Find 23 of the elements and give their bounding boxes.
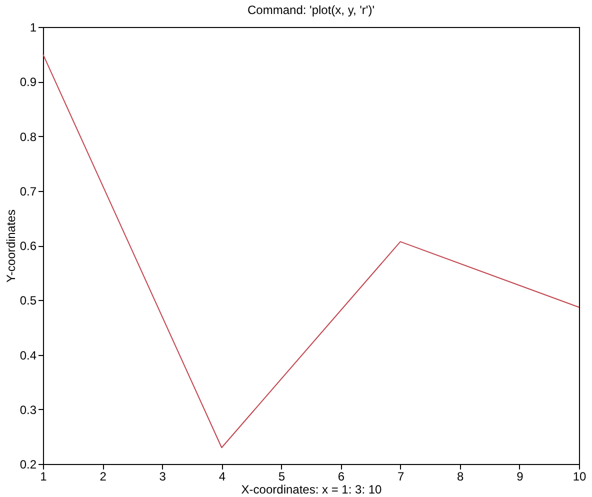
x-axis-title: X-coordinates: x = 1: 3: 10: [241, 482, 382, 496]
y-axis-title: Y-coordinates: [4, 210, 18, 282]
y-tick-label: 0.8: [20, 130, 37, 144]
y-tick-label: 0.2: [20, 458, 37, 472]
x-tick-label: 4: [218, 470, 226, 484]
x-tick-label: 8: [457, 470, 464, 484]
y-tick-label: 0.5: [20, 294, 37, 308]
chart-title: Command: 'plot(x, y, 'r')': [248, 3, 374, 17]
x-tick-label: 2: [100, 470, 107, 484]
y-tick-label: 1: [30, 20, 37, 34]
x-tick-label: 7: [397, 470, 404, 484]
x-tick-label: 10: [572, 470, 586, 484]
x-tick-label: 5: [278, 470, 286, 484]
y-tick-label: 0.6: [20, 239, 37, 253]
x-tick-label: 9: [516, 470, 524, 484]
x-tick-label: 3: [159, 470, 166, 484]
y-tick-label: 0.9: [20, 75, 37, 90]
line-series: [42, 54, 580, 448]
y-tick-label: 0.4: [20, 348, 37, 362]
y-tick-label: 0.3: [20, 402, 37, 417]
x-tick-label: 6: [338, 470, 345, 484]
y-tick-label: 0.7: [20, 184, 37, 198]
x-tick-label: 1: [40, 470, 48, 484]
